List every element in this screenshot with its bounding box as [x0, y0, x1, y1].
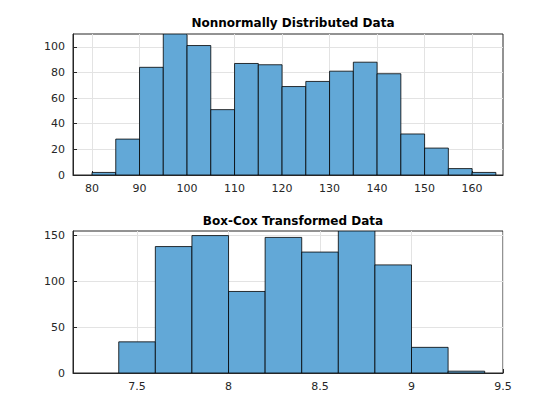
svg-text:40: 40 — [51, 117, 65, 130]
svg-text:130: 130 — [319, 182, 340, 195]
svg-text:100: 100 — [44, 40, 65, 53]
svg-text:50: 50 — [51, 321, 65, 334]
svg-text:80: 80 — [51, 66, 65, 79]
svg-text:150: 150 — [414, 182, 435, 195]
svg-text:Box-Cox Transformed Data: Box-Cox Transformed Data — [203, 214, 383, 228]
svg-text:0: 0 — [58, 367, 65, 380]
svg-text:110: 110 — [224, 182, 245, 195]
svg-text:60: 60 — [51, 92, 65, 105]
svg-text:140: 140 — [367, 182, 388, 195]
svg-text:100: 100 — [177, 182, 198, 195]
svg-text:8: 8 — [225, 380, 232, 393]
svg-text:Nonnormally Distributed Data: Nonnormally Distributed Data — [191, 16, 394, 30]
svg-text:9: 9 — [408, 380, 415, 393]
svg-text:100: 100 — [44, 275, 65, 288]
svg-text:160: 160 — [462, 182, 483, 195]
svg-text:0: 0 — [58, 169, 65, 182]
svg-text:80: 80 — [85, 182, 99, 195]
svg-text:20: 20 — [51, 143, 65, 156]
svg-text:90: 90 — [133, 182, 147, 195]
svg-text:150: 150 — [44, 229, 65, 242]
svg-text:120: 120 — [272, 182, 293, 195]
svg-text:9.5: 9.5 — [494, 380, 512, 393]
svg-text:7.5: 7.5 — [128, 380, 146, 393]
svg-text:8.5: 8.5 — [311, 380, 329, 393]
